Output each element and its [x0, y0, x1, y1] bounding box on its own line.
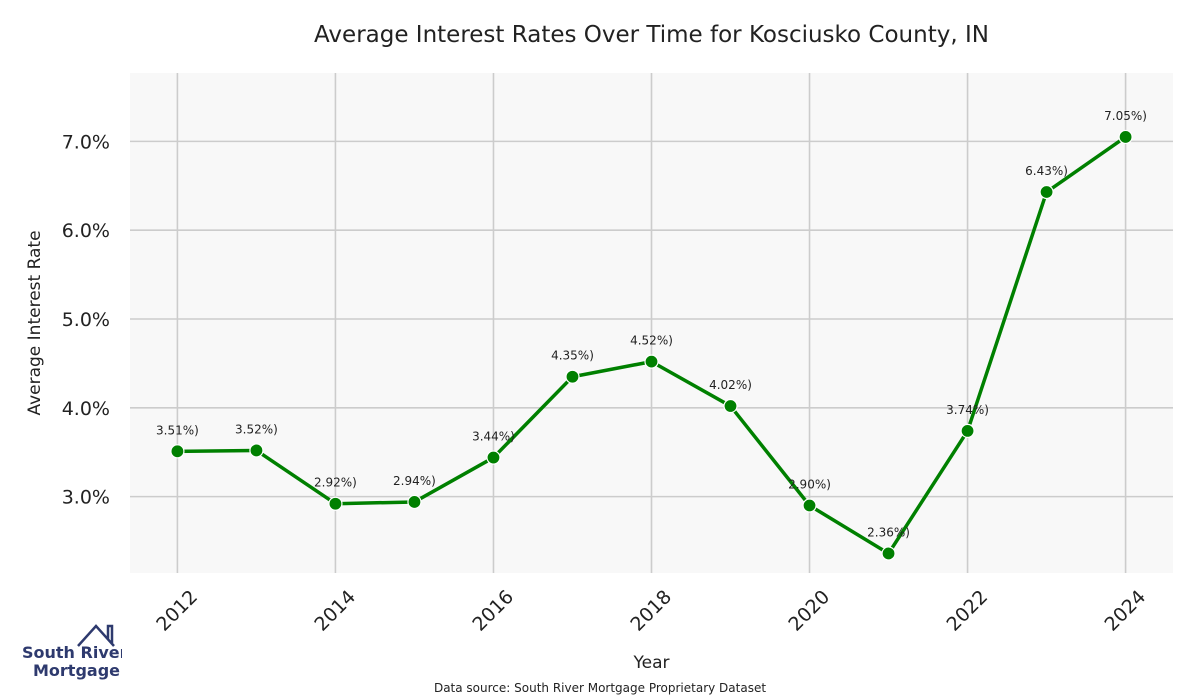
grid-lines: [130, 73, 1173, 573]
data-label: 3.52%): [235, 422, 278, 436]
data-point: [1118, 129, 1133, 145]
y-tick-label: 3.0%: [62, 487, 110, 509]
data-label: 3.44%): [472, 430, 515, 444]
x-tick-label: 2014: [310, 586, 360, 636]
data-point: [960, 423, 975, 439]
data-point: [170, 444, 185, 459]
data-label: 3.74%): [946, 403, 989, 417]
data-point: [486, 450, 501, 465]
y-axis-label: Average Interest Rate: [25, 230, 45, 415]
data-point: [1039, 184, 1054, 200]
y-axis-ticks: 3.0% 4.0% 5.0% 6.0% 7.0%: [62, 131, 110, 508]
data-point: [644, 354, 659, 369]
x-tick-label: 2024: [1100, 586, 1150, 636]
data-point: [249, 443, 264, 458]
x-tick-label: 2022: [942, 586, 992, 636]
data-label: 4.35%): [551, 349, 594, 363]
data-point: [328, 496, 343, 511]
x-axis-ticks: 2012 2014 2016 2018 2020 2022 2024: [152, 586, 1150, 636]
data-label: 2.36%): [867, 525, 910, 539]
x-tick-label: 2020: [784, 586, 834, 636]
data-label: 4.02%): [709, 378, 752, 392]
data-label: 6.43%): [1025, 164, 1068, 178]
company-logo: South River Mortgage: [18, 620, 128, 682]
logo-line2: Mortgage: [33, 661, 120, 680]
y-tick-label: 7.0%: [62, 131, 110, 153]
data-point: [802, 498, 817, 513]
data-label: 4.52%): [630, 334, 673, 348]
data-label: 2.92%): [314, 476, 357, 490]
x-tick-label: 2018: [626, 586, 676, 636]
data-label: 2.90%): [788, 478, 831, 492]
data-labels: 3.51%) 3.52%) 2.92%) 2.94%) 3.44%) 4.35%) 4.52…: [156, 109, 1147, 540]
data-label: 7.05%): [1104, 109, 1147, 123]
logo-line1: South River: [22, 643, 122, 662]
y-tick-label: 5.0%: [62, 309, 110, 331]
x-tick-label: 2016: [468, 586, 518, 636]
data-label: 3.51%): [156, 423, 199, 437]
data-label: 2.94%): [393, 474, 436, 488]
data-source-note: Data source: South River Mortgage Propri…: [433, 681, 767, 695]
x-tick-label: 2012: [152, 586, 202, 636]
logo-svg: South River Mortgage: [22, 624, 128, 680]
data-point: [723, 398, 738, 414]
data-point: [565, 369, 580, 384]
house-icon: [77, 624, 115, 647]
chart-title: Average Interest Rates Over Time for Kos…: [314, 22, 989, 48]
y-tick-label: 4.0%: [62, 398, 110, 420]
data-point: [407, 494, 422, 510]
y-tick-label: 6.0%: [62, 220, 110, 242]
data-point: [881, 546, 896, 561]
x-axis-label: Year: [633, 653, 670, 673]
data-points: [170, 129, 1133, 561]
